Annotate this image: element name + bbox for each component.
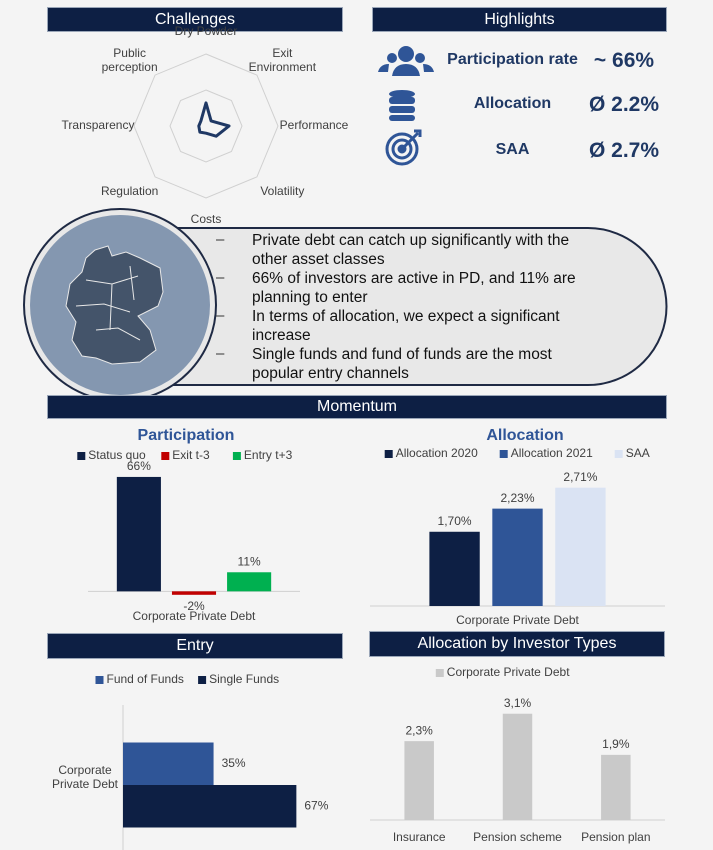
radar-label: Regulation [100, 184, 159, 199]
section-header: Challenges [48, 8, 342, 31]
highlight-value: Ø 2.2% [588, 93, 660, 116]
legend-swatch [435, 669, 444, 677]
x-tick-label: Pension scheme [473, 830, 562, 844]
radar-label: Public perception [101, 45, 158, 74]
radar-label: Performance [279, 118, 349, 132]
bar [601, 754, 631, 820]
bullet-text: 66% of investors are active in PD, and 1… [252, 270, 576, 306]
x-tick-label: Insurance [393, 830, 446, 844]
database-icon [389, 90, 415, 121]
bar [123, 785, 297, 828]
bullet-dash: – [216, 345, 225, 362]
legend-swatch [614, 450, 623, 458]
value-label: -2% [183, 599, 205, 613]
legend-label: SAA [626, 446, 650, 460]
legend-label: Corporate Private Debt [447, 665, 570, 679]
bullet-text: Private debt can catch up significantly … [252, 232, 570, 268]
target-icon [385, 129, 422, 166]
radar-label: Dry Powder [174, 24, 238, 38]
germany-map [65, 245, 164, 365]
bar [123, 742, 214, 785]
highlight-value: Ø 2.7% [588, 139, 660, 162]
section-header: Allocation by Investor Types [370, 632, 664, 656]
value-label: 1,9% [602, 737, 630, 751]
legend-swatch [198, 676, 207, 684]
bar [429, 531, 480, 606]
legend-swatch [384, 450, 393, 458]
section-header: Momentum [48, 396, 666, 418]
value-label: 2,71% [563, 470, 597, 484]
text-panel [149, 227, 668, 386]
radar-label: Transparency [61, 118, 135, 132]
legend-label: Allocation 2021 [511, 446, 593, 460]
value-label: 11% [238, 554, 261, 568]
highlight-label: Participation rate [447, 51, 578, 68]
legend-label: Single Funds [209, 672, 279, 686]
legend-swatch [77, 452, 86, 460]
bar [502, 713, 533, 820]
radar-label: Exit Environment [248, 45, 317, 74]
value-label: 3,1% [504, 696, 532, 710]
legend-label: Exit t-3 [172, 448, 210, 462]
x-tick-label: Corporate Private Debt [133, 609, 256, 623]
bar [227, 572, 272, 592]
legend-label: Allocation 2020 [396, 446, 478, 460]
highlight-value: ~ 66% [593, 49, 655, 72]
bar [492, 508, 543, 606]
bullet-text: In terms of allocation, we expect a sign… [252, 308, 560, 344]
value-label: 67% [304, 798, 328, 812]
bar [404, 741, 434, 820]
x-tick-label: Pension plan [581, 830, 650, 844]
bar [116, 476, 161, 592]
section-header: Entry [48, 634, 342, 658]
highlight-label: SAA [495, 141, 530, 158]
section-header: Highlights [373, 8, 666, 31]
bar [555, 487, 606, 606]
bullet-dash: – [216, 307, 225, 324]
radar-ring [169, 89, 243, 163]
legend-label: Fund of Funds [107, 672, 184, 686]
bullet-dash: – [216, 231, 225, 248]
value-label: 66% [127, 459, 151, 473]
people-icon [378, 46, 434, 76]
highlight-label: Allocation [473, 95, 552, 112]
legend-swatch [95, 676, 104, 684]
radar-label: Volatility [260, 184, 305, 199]
bullet-text: Single funds and fund of funds are the m… [252, 346, 552, 382]
radar-label: Costs [190, 212, 222, 226]
bar [171, 591, 217, 595]
value-label: 2,23% [500, 491, 534, 505]
value-label: 2,3% [405, 723, 433, 737]
radar-area [197, 101, 231, 138]
map-borders [75, 265, 141, 341]
chart-title: Participation [138, 427, 235, 444]
legend-swatch [232, 452, 241, 460]
x-tick-label: Corporate Private Debt [456, 613, 579, 627]
value-label: 1,70% [438, 514, 472, 528]
chart-title: Allocation [486, 427, 563, 444]
y-tick-label: Corporate Private Debt [51, 763, 119, 791]
radar-ring [133, 53, 279, 199]
bullet-dash: – [216, 269, 225, 286]
legend-label: Status quo [88, 448, 146, 462]
value-label: 35% [222, 756, 246, 770]
legend-swatch [161, 452, 170, 460]
legend-label: Entry t+3 [244, 448, 293, 462]
legend-swatch [499, 450, 508, 458]
